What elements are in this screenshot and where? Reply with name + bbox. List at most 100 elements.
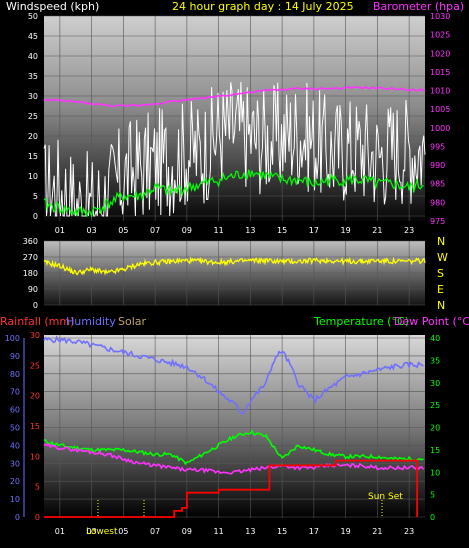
wind-speed-axis-ticks: 0 5 10 15 20 25 30 35 40 45 50 xyxy=(28,12,38,221)
climate-plot-area xyxy=(44,335,425,518)
legend-humidity: Humidity xyxy=(66,315,116,328)
legend-rainfall: Rainfall (mm) xyxy=(0,315,74,328)
humidity-tick-label: 50 xyxy=(10,424,20,433)
barometer-tick-label: 1000 xyxy=(430,124,450,133)
climate-x-tick-label: 21 xyxy=(372,527,382,536)
humidity-series xyxy=(43,335,424,415)
temperature-axis-ticks: 0 5 10 15 20 25 30 35 40 xyxy=(430,334,440,522)
wind-average-series xyxy=(43,169,424,219)
temperature-tick-label: 25 xyxy=(430,401,440,410)
wind-x-tick-label: 23 xyxy=(404,226,414,235)
rainfall-tick-label: 10 xyxy=(30,452,40,461)
wind-x-tick-label: 11 xyxy=(214,226,224,235)
rainfall-axis-ticks: 0 5 10 15 20 25 30 xyxy=(30,331,40,522)
wind-x-tick-label: 17 xyxy=(309,226,319,235)
wind-direction-axis-ticks: 360 270 180 90 0 xyxy=(23,237,38,310)
temperature-tick-label: 30 xyxy=(430,379,440,388)
climate-x-tick-label: 23 xyxy=(404,527,414,536)
humidity-tick-label: 10 xyxy=(10,495,20,504)
rainfall-tick-label: 25 xyxy=(30,361,40,370)
barometer-tick-label: 985 xyxy=(430,180,445,189)
wind-chart-plot-area xyxy=(44,16,425,221)
climate-x-tick-label: 07 xyxy=(150,527,160,536)
barometer-tick-label: 1025 xyxy=(430,31,450,40)
direction-tick-label: 90 xyxy=(28,285,38,294)
wind-direction-grid xyxy=(44,240,425,306)
wind-tick-label: 35 xyxy=(28,72,38,81)
humidity-tick-label: 40 xyxy=(10,441,20,450)
wind-tick-label: 45 xyxy=(28,32,38,41)
rainfall-series xyxy=(44,459,419,518)
wind-tick-label: 40 xyxy=(28,52,38,61)
climate-x-tick-label: 19 xyxy=(341,527,351,536)
compass-label: N xyxy=(437,235,445,248)
wind-gust-series xyxy=(43,81,426,217)
climate-x-tick-label: 17 xyxy=(309,527,319,536)
rainfall-tick-label: 0 xyxy=(35,513,40,522)
wind-tick-label: 0 xyxy=(33,212,38,221)
barometer-tick-label: 975 xyxy=(430,217,445,226)
wind-x-tick-label: 21 xyxy=(372,226,382,235)
temperature-tick-label: 0 xyxy=(430,513,435,522)
wind-x-tick-label: 15 xyxy=(277,226,287,235)
humidity-tick-label: 80 xyxy=(10,370,20,379)
wind-axis-label: Windspeed (kph) xyxy=(6,0,99,13)
barometer-axis-ticks: 975 980 985 990 995 1000 1005 1010 1015 1020 1025 1… xyxy=(430,12,450,226)
direction-tick-label: 270 xyxy=(23,253,38,262)
wind-tick-label: 30 xyxy=(28,92,38,101)
rainfall-tick-label: 20 xyxy=(30,392,40,401)
temperature-tick-label: 10 xyxy=(430,468,440,477)
wind-tick-label: 10 xyxy=(28,172,38,181)
humidity-tick-label: 60 xyxy=(10,406,20,415)
climate-x-tick-label: 15 xyxy=(277,527,287,536)
wind-tick-label: 20 xyxy=(28,132,38,141)
climate-x-tick-label: 05 xyxy=(118,527,128,536)
wind-tick-label: 25 xyxy=(28,112,38,121)
low-sun-annotation: Lowest xyxy=(86,527,118,537)
humidity-tick-label: 30 xyxy=(10,459,20,468)
wind-chart-grid xyxy=(44,15,425,221)
temperature-tick-label: 35 xyxy=(430,356,440,365)
humidity-tick-label: 70 xyxy=(10,388,20,397)
temperature-series xyxy=(43,429,424,466)
wind-chart-x-ticks: 01 03 05 07 09 11 13 15 17 19 21 23 xyxy=(55,226,414,235)
barometer-tick-label: 990 xyxy=(430,161,445,170)
humidity-tick-label: 20 xyxy=(10,477,20,486)
climate-x-tick-label: 01 xyxy=(55,527,65,536)
climate-x-tick-label: 03 xyxy=(87,527,97,536)
legend-solar: Solar xyxy=(118,315,147,328)
barometer-tick-label: 1010 xyxy=(430,87,450,96)
rainfall-tick-label: 30 xyxy=(30,331,40,340)
barometer-axis-label: Barometer (hpa) xyxy=(373,0,464,13)
wind-tick-label: 50 xyxy=(28,12,38,21)
barometer-tick-label: 1015 xyxy=(430,68,450,77)
barometer-tick-label: 1020 xyxy=(430,49,450,58)
climate-chart-grid xyxy=(44,335,425,518)
wind-tick-label: 15 xyxy=(28,152,38,161)
compass-label: E xyxy=(437,283,444,296)
humidity-tick-label: 0 xyxy=(15,513,20,522)
temperature-tick-label: 40 xyxy=(430,334,440,343)
wind-x-tick-label: 03 xyxy=(87,226,97,235)
humidity-tick-label: 90 xyxy=(10,352,20,361)
climate-x-tick-label: 13 xyxy=(245,527,255,536)
compass-label: S xyxy=(437,267,444,280)
climate-chart-x-ticks: 01 03 05 07 09 11 13 15 17 19 21 23 xyxy=(55,527,414,536)
climate-x-tick-label: 11 xyxy=(214,527,224,536)
compass-label: W xyxy=(437,251,448,264)
humidity-tick-label: 100 xyxy=(5,334,20,343)
direction-tick-label: 0 xyxy=(33,301,38,310)
temperature-tick-label: 20 xyxy=(430,424,440,433)
rainfall-tick-label: 5 xyxy=(35,483,40,492)
direction-tick-label: 360 xyxy=(23,237,38,246)
legend-temperature: Temperature (°C) xyxy=(313,315,409,328)
rainfall-tick-label: 15 xyxy=(30,422,40,431)
wind-x-tick-label: 13 xyxy=(245,226,255,235)
temperature-tick-label: 15 xyxy=(430,446,440,455)
temperature-tick-label: 5 xyxy=(430,491,435,500)
climate-x-tick-label: 09 xyxy=(182,527,192,536)
direction-tick-label: 180 xyxy=(23,269,38,278)
